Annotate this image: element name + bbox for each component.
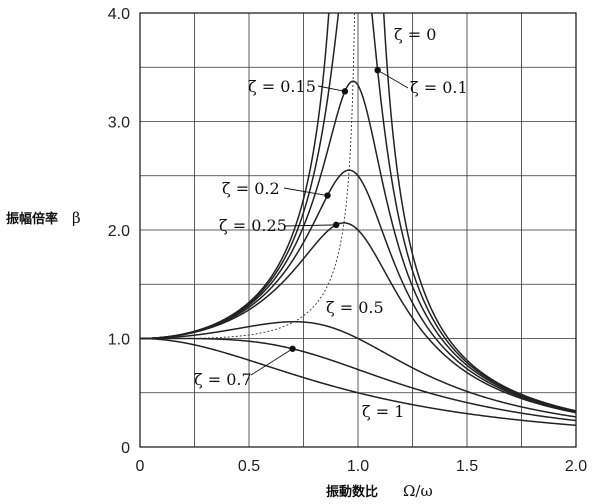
label-zeta-0.2: ζ = 0.2 [222,179,280,198]
leader-zeta-0.2 [283,187,328,196]
x-tick-label: 1.0 [347,458,369,475]
curves [140,13,576,427]
x-tick-label: 1.5 [456,458,478,475]
label-zeta-0.25: ζ = 0.25 [219,216,287,235]
x-axis-title-symbol: Ω/ω [403,482,433,500]
curve-zeta-1 [140,337,576,427]
label-zeta-0: ζ = 0 [394,25,436,44]
curve-zeta-0.25 [140,222,576,414]
y-axis-title-text: 振幅倍率 [6,211,58,227]
grid [140,13,576,447]
label-zeta-0.15: ζ = 0.15 [248,77,316,96]
x-tick-label: 0 [136,458,145,475]
leader-zeta-0.25 [284,224,337,227]
y-tick-label: 2.0 [108,223,130,240]
leader-zeta-0.15 [317,85,346,92]
curve-zeta-0-right [382,13,576,412]
label-zeta-1: ζ = 1 [362,402,404,421]
label-zeta-0.5: ζ = 0.5 [326,298,384,317]
leader-zeta-0.1 [377,69,409,89]
x-tick-label: 2.0 [565,458,587,475]
y-tick-label: 0 [121,440,130,457]
curve-zeta-0.7 [140,337,576,422]
y-tick-label: 1.0 [108,332,130,349]
leader-zeta-0.7 [250,348,293,376]
x-axis-title-text: 振動数比 [326,484,378,500]
annotation-leaders [250,69,409,376]
plot-border [139,12,577,448]
y-axis-title-symbol: β [72,209,81,227]
annotations: ζ = 0 ζ = 0.1 ζ = 0.15 ζ = 0.2 ζ = 0.25 ζ = 0… [194,25,468,421]
label-zeta-0.7: ζ = 0.7 [194,370,252,389]
curve-zeta-0.5 [140,320,576,418]
curve-zeta-0-left [140,13,330,340]
y-tick-label: 4.0 [108,6,130,23]
tick-labels: 0 0.5 1.0 1.5 2.0 0 1.0 2.0 3.0 4.0 [108,6,587,475]
label-zeta-0.1: ζ = 0.1 [410,78,468,97]
x-tick-label: 0.5 [238,458,260,475]
plot-frame [139,12,577,448]
y-tick-label: 3.0 [108,115,130,132]
